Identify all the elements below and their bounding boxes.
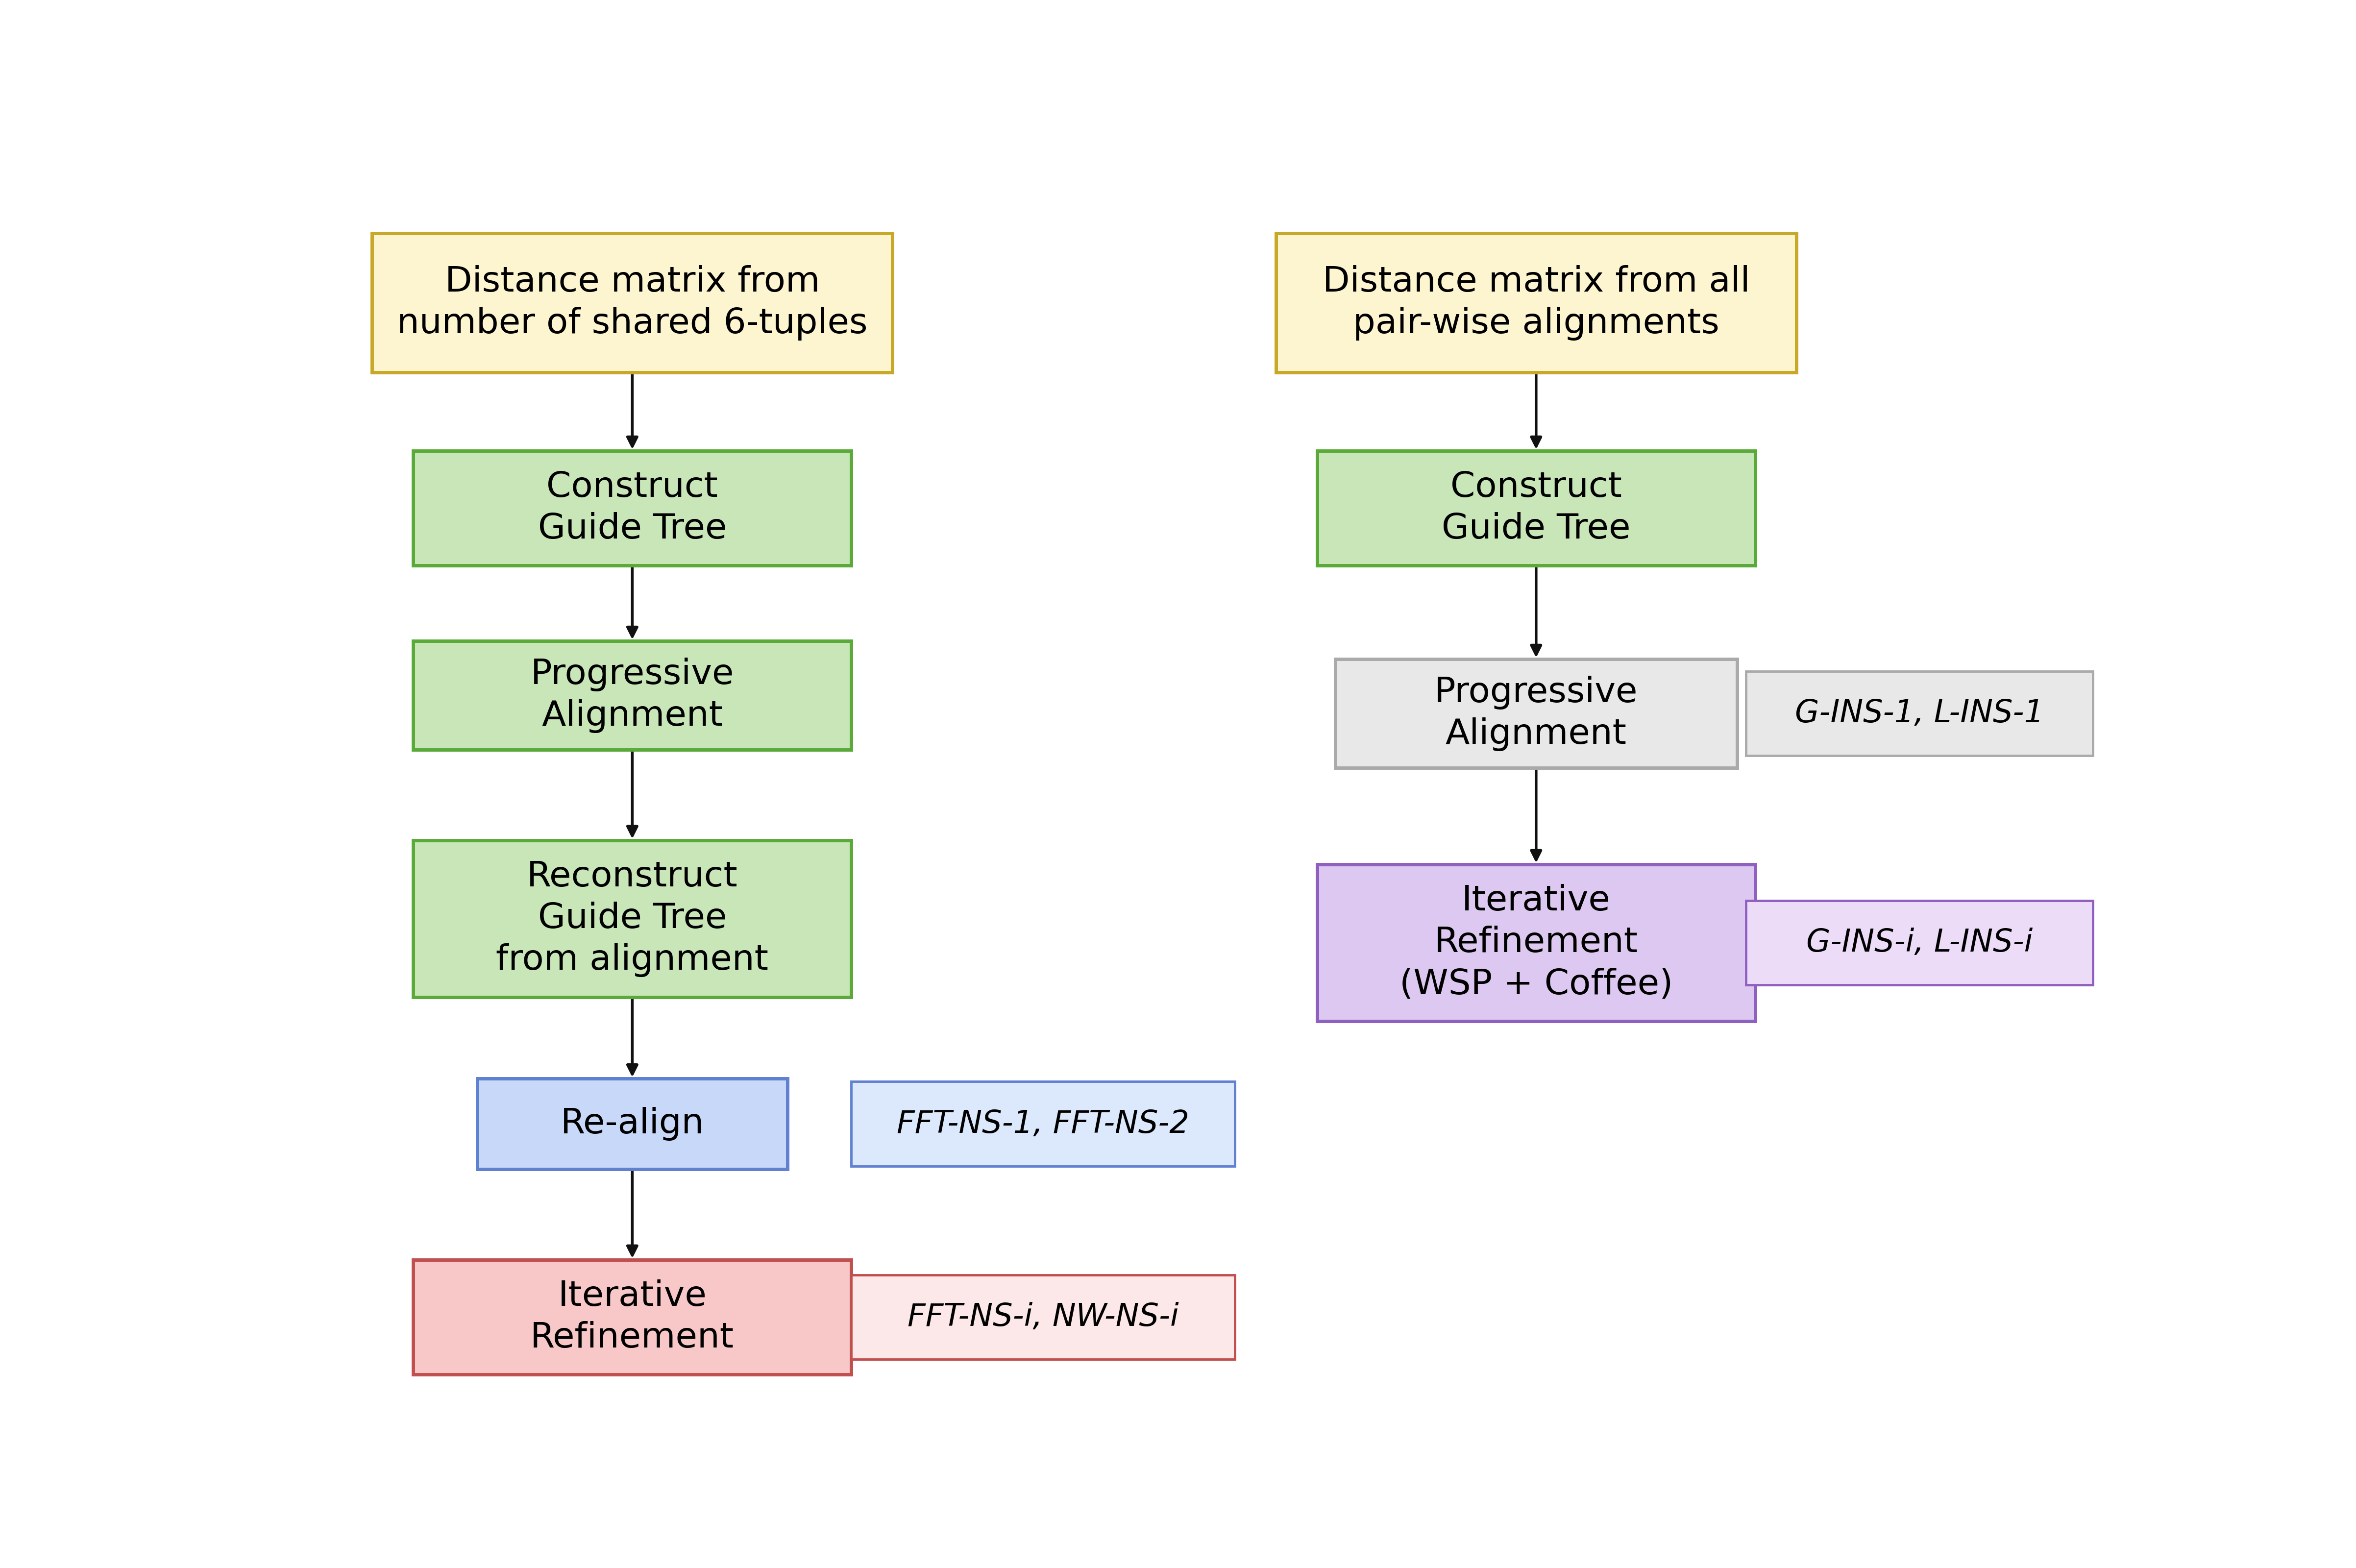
- Text: Reconstruct
Guide Tree
from alignment: Reconstruct Guide Tree from alignment: [497, 859, 768, 977]
- Text: Progressive
Alignment: Progressive Alignment: [530, 657, 735, 732]
- Text: G-INS-i, L-INS-i: G-INS-i, L-INS-i: [1807, 928, 2033, 958]
- FancyBboxPatch shape: [851, 1082, 1235, 1167]
- FancyBboxPatch shape: [412, 450, 851, 566]
- Text: Distance matrix from all
pair-wise alignments: Distance matrix from all pair-wise align…: [1322, 265, 1751, 340]
- Text: Distance matrix from
number of shared 6-tuples: Distance matrix from number of shared 6-…: [396, 265, 867, 340]
- FancyBboxPatch shape: [1746, 671, 2092, 756]
- FancyBboxPatch shape: [412, 641, 851, 750]
- FancyBboxPatch shape: [412, 840, 851, 997]
- Text: FFT-NS-i, NW-NS-i: FFT-NS-i, NW-NS-i: [907, 1301, 1178, 1333]
- FancyBboxPatch shape: [851, 1275, 1235, 1359]
- FancyBboxPatch shape: [1336, 659, 1736, 768]
- Text: Iterative
Refinement: Iterative Refinement: [530, 1279, 735, 1355]
- FancyBboxPatch shape: [372, 234, 893, 372]
- Text: Construct
Guide Tree: Construct Guide Tree: [1442, 470, 1630, 546]
- FancyBboxPatch shape: [1746, 900, 2092, 985]
- Text: Progressive
Alignment: Progressive Alignment: [1435, 676, 1637, 751]
- Text: Iterative
Refinement
(WSP + Coffee): Iterative Refinement (WSP + Coffee): [1399, 884, 1673, 1002]
- FancyBboxPatch shape: [1277, 234, 1795, 372]
- FancyBboxPatch shape: [1317, 450, 1755, 566]
- FancyBboxPatch shape: [412, 1259, 851, 1375]
- Text: Construct
Guide Tree: Construct Guide Tree: [537, 470, 726, 546]
- Text: FFT-NS-1, FFT-NS-2: FFT-NS-1, FFT-NS-2: [898, 1109, 1190, 1138]
- Text: Re-align: Re-align: [561, 1107, 704, 1142]
- FancyBboxPatch shape: [476, 1079, 787, 1170]
- Text: G-INS-1, L-INS-1: G-INS-1, L-INS-1: [1795, 698, 2045, 729]
- FancyBboxPatch shape: [1317, 864, 1755, 1021]
